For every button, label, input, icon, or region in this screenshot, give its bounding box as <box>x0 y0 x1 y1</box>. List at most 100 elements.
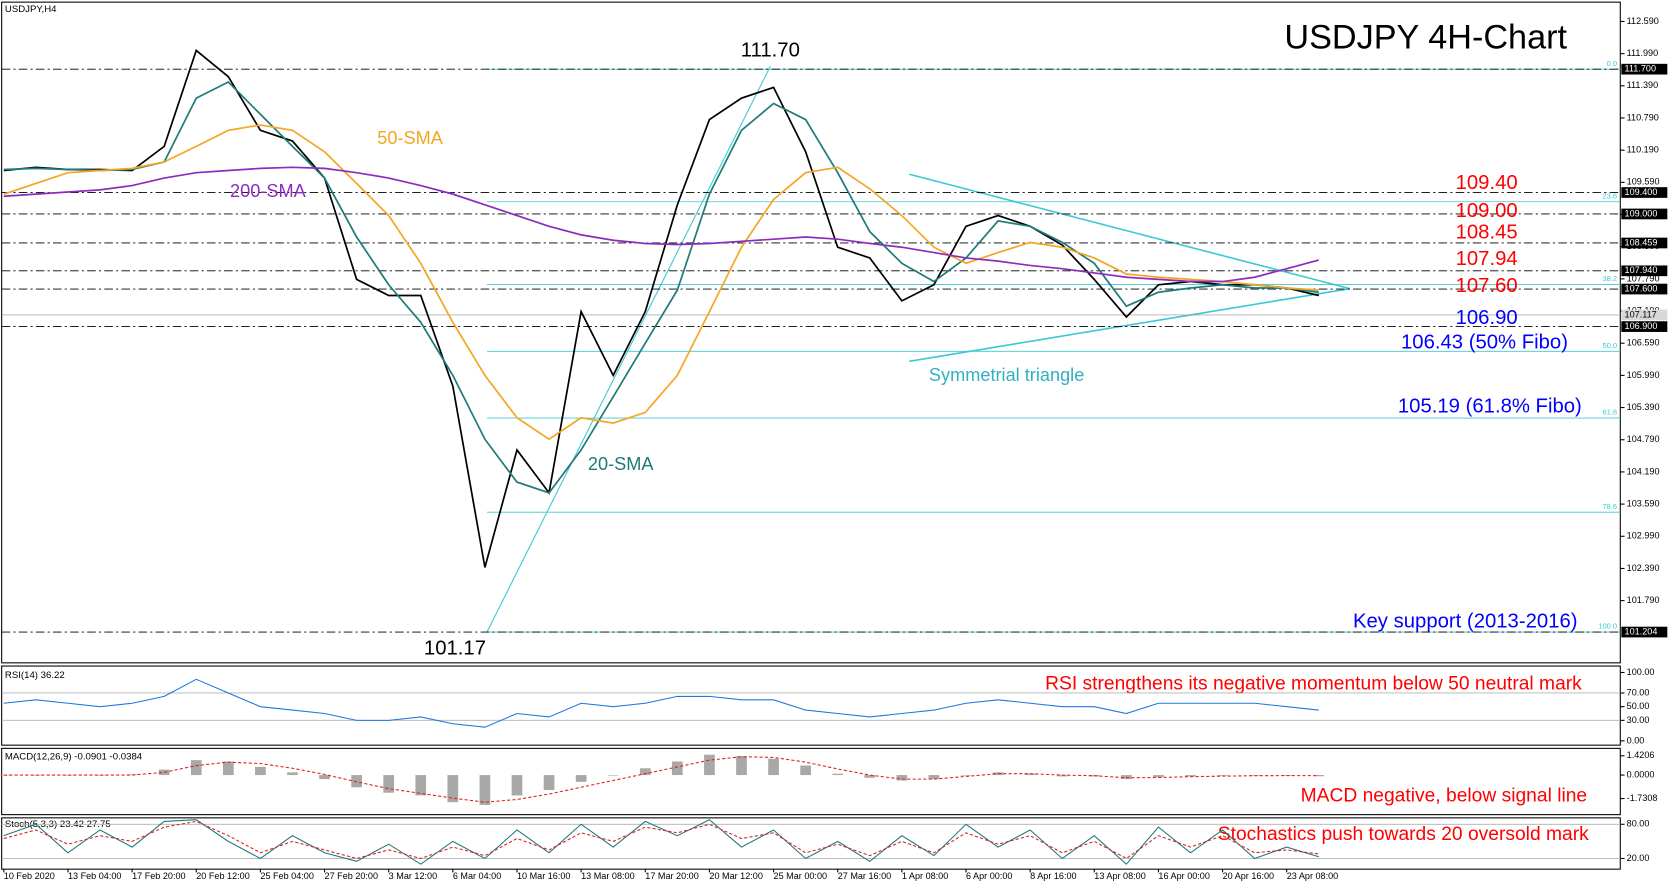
bar <box>543 775 555 790</box>
fib-label: 38.2 <box>1603 274 1618 283</box>
y-tick-label: 70.00 <box>1627 687 1650 697</box>
fib-label: 78.6 <box>1603 502 1618 511</box>
y-tick-label: 50.00 <box>1627 701 1650 711</box>
bar <box>383 775 395 793</box>
x-tick-label: 10 Mar 16:00 <box>517 871 571 881</box>
annotation: 109.40 <box>1456 172 1518 194</box>
x-tick-label: 1 Apr 08:00 <box>902 871 948 881</box>
price-tag <box>1621 187 1668 198</box>
annotation: 108.45 <box>1456 221 1518 243</box>
x-tick-label: 27 Mar 16:00 <box>838 871 892 881</box>
stoch-note: Stochastics push towards 20 oversold mar… <box>1218 824 1589 845</box>
series-line <box>3 81 1319 494</box>
series-line <box>3 678 1319 728</box>
x-tick-label: 25 Mar 00:00 <box>774 871 828 881</box>
y-tick-label: 111.990 <box>1627 48 1658 58</box>
y-tick-label: 102.990 <box>1627 531 1660 541</box>
bar <box>190 760 202 776</box>
bar <box>639 768 651 776</box>
chart-title: USDJPY 4H-Chart <box>1284 19 1567 57</box>
fib-label: 50.0 <box>1603 341 1618 350</box>
price-tag-label: 101.204 <box>1625 626 1658 636</box>
series-line <box>3 819 1319 865</box>
x-tick-label: 17 Mar 20:00 <box>645 871 699 881</box>
bar <box>864 775 876 778</box>
fib-label: 100.0 <box>1598 622 1617 631</box>
x-tick-label: 20 Apr 16:00 <box>1223 871 1275 881</box>
x-tick-label: 20 Feb 12:00 <box>196 871 250 881</box>
bar <box>800 765 811 776</box>
series-label: 200-SMA <box>230 181 307 201</box>
x-tick-label: 27 Feb 20:00 <box>325 871 379 881</box>
series-line <box>3 820 1319 860</box>
rsi-panel <box>1 665 1621 746</box>
price-tag <box>1621 63 1668 75</box>
bar <box>255 766 266 776</box>
x-tick-label: 20 Mar 12:00 <box>709 871 763 881</box>
y-tick-label: 104.190 <box>1627 466 1660 476</box>
y-tick-label: 80.00 <box>1627 819 1650 829</box>
y-tick-label: 112.590 <box>1627 16 1659 26</box>
annotation: 101.17 <box>424 637 486 659</box>
macd-title: MACD(12,26,9) -0.0901 -0.0384 <box>5 751 143 762</box>
y-tick-label: 110.790 <box>1627 112 1659 122</box>
price-tag <box>1621 237 1668 249</box>
y-tick-label: 0.00 <box>1627 735 1645 745</box>
x-tick-label: 13 Apr 08:00 <box>1094 871 1146 881</box>
stoch-panel <box>1 817 1621 870</box>
series-line <box>3 166 1320 283</box>
price-tag-label: 111.700 <box>1625 64 1656 74</box>
annotation: Key support (2013-2016) <box>1353 611 1578 633</box>
y-tick-label: 1.4206 <box>1627 750 1655 760</box>
macd-panel <box>1 747 1621 816</box>
bar <box>222 761 234 776</box>
bar <box>607 775 619 776</box>
fib-label: 0.0 <box>1607 59 1617 68</box>
annotation: 105.19 (61.8% Fibo) <box>1398 396 1582 418</box>
y-tick-label: 110.190 <box>1627 145 1659 155</box>
bar <box>1121 775 1132 780</box>
bar <box>511 775 523 796</box>
y-tick-label: 106.590 <box>1627 338 1660 348</box>
y-tick-label: 101.790 <box>1627 595 1660 605</box>
bar <box>832 773 844 776</box>
bar <box>1185 775 1196 777</box>
bar <box>704 754 715 776</box>
bar <box>287 772 298 776</box>
annotation: Symmetrial triangle <box>929 365 1084 385</box>
y-tick-label: 20.00 <box>1627 853 1650 863</box>
y-tick-label: 107.790 <box>1627 273 1660 283</box>
x-tick-label: 8 Apr 16:00 <box>1030 871 1076 881</box>
bar <box>1056 775 1068 777</box>
x-tick-label: 23 Apr 08:00 <box>1287 871 1339 881</box>
price-tag-label: 107.600 <box>1625 283 1658 293</box>
fib-label: 23.6 <box>1603 191 1618 200</box>
price-tag-label: 107.940 <box>1625 265 1658 275</box>
triangle-upper <box>909 173 1351 290</box>
bar <box>928 775 940 780</box>
price-tag-label: 107.117 <box>1625 309 1657 319</box>
bar <box>479 775 491 805</box>
rsi-note: RSI strengthens its negative momentum be… <box>1045 673 1582 694</box>
y-tick-label: 104.790 <box>1627 434 1660 444</box>
price-tag <box>1621 626 1668 638</box>
bar <box>671 761 683 776</box>
x-tick-label: 6 Apr 00:00 <box>966 871 1012 881</box>
y-tick-label: 103.590 <box>1627 499 1660 509</box>
annotation: 107.60 <box>1456 275 1518 297</box>
y-tick-label: 0.0000 <box>1627 769 1655 779</box>
bar <box>1024 773 1036 776</box>
x-tick-label: 13 Mar 08:00 <box>581 871 635 881</box>
bar <box>736 756 747 776</box>
y-tick-label: -1.7308 <box>1627 793 1658 803</box>
y-tick-label: 109.590 <box>1627 177 1660 187</box>
x-tick-label: 10 Feb 2020 <box>4 871 55 881</box>
rsi-title: RSI(14) 36.22 <box>5 670 65 681</box>
series-label: 20-SMA <box>588 454 654 474</box>
annotation: 106.43 (50% Fibo) <box>1401 332 1568 354</box>
bar <box>1153 775 1164 778</box>
y-tick-label: 105.990 <box>1627 370 1660 380</box>
